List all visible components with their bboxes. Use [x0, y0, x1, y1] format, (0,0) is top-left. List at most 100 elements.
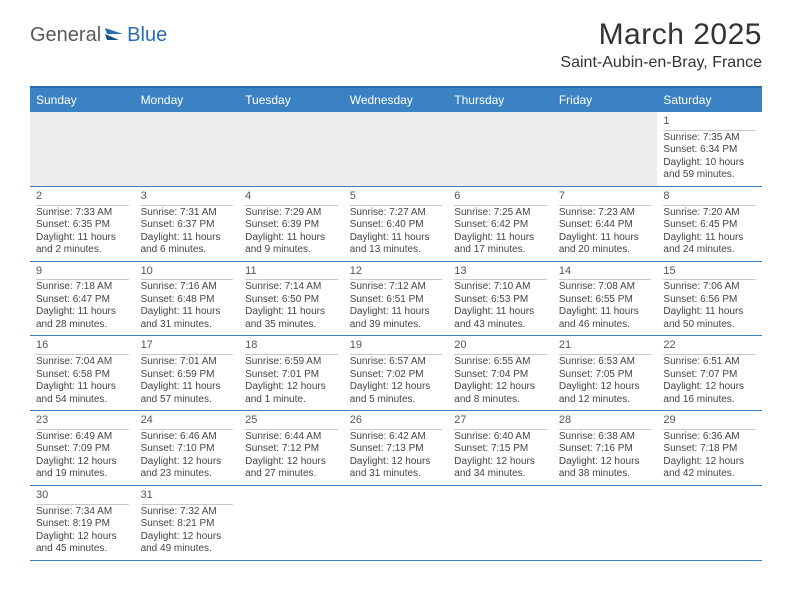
- day-cell: 20Sunrise: 6:55 AMSunset: 7:04 PMDayligh…: [448, 336, 553, 410]
- daylight-line: Daylight: 11 hours and 54 minutes.: [36, 381, 129, 406]
- sunrise-line: Sunrise: 7:33 AM: [36, 207, 129, 220]
- day-cell: 16Sunrise: 7:04 AMSunset: 6:58 PMDayligh…: [30, 336, 135, 410]
- day-cell: 15Sunrise: 7:06 AMSunset: 6:56 PMDayligh…: [657, 262, 762, 336]
- sunrise-line: Sunrise: 7:20 AM: [663, 207, 756, 220]
- sunrise-line: Sunrise: 7:34 AM: [36, 506, 129, 519]
- empty-cell: [553, 486, 658, 560]
- day-cell: 2Sunrise: 7:33 AMSunset: 6:35 PMDaylight…: [30, 187, 135, 261]
- empty-cell: [30, 112, 135, 186]
- day-cell: 21Sunrise: 6:53 AMSunset: 7:05 PMDayligh…: [553, 336, 658, 410]
- daylight-line: Daylight: 11 hours and 9 minutes.: [245, 232, 338, 257]
- empty-cell: [344, 112, 449, 186]
- daylight-line: Daylight: 10 hours and 59 minutes.: [663, 157, 756, 182]
- day-number: 5: [350, 190, 443, 206]
- weekday-label: Thursday: [448, 88, 553, 112]
- daylight-line: Daylight: 11 hours and 35 minutes.: [245, 306, 338, 331]
- sunset-line: Sunset: 6:37 PM: [141, 219, 234, 232]
- sunrise-line: Sunrise: 7:35 AM: [663, 132, 756, 145]
- day-number: 20: [454, 339, 547, 355]
- sunset-line: Sunset: 6:45 PM: [663, 219, 756, 232]
- day-number: 26: [350, 414, 443, 430]
- day-cell: 1Sunrise: 7:35 AMSunset: 6:34 PMDaylight…: [657, 112, 762, 186]
- daylight-line: Daylight: 12 hours and 12 minutes.: [559, 381, 652, 406]
- title-block: March 2025 Saint-Aubin-en-Bray, France: [560, 18, 762, 72]
- daylight-line: Daylight: 12 hours and 31 minutes.: [350, 456, 443, 481]
- sunset-line: Sunset: 6:55 PM: [559, 294, 652, 307]
- daylight-line: Daylight: 11 hours and 57 minutes.: [141, 381, 234, 406]
- sunset-line: Sunset: 7:07 PM: [663, 369, 756, 382]
- daylight-line: Daylight: 12 hours and 5 minutes.: [350, 381, 443, 406]
- day-cell: 3Sunrise: 7:31 AMSunset: 6:37 PMDaylight…: [135, 187, 240, 261]
- day-cell: 25Sunrise: 6:44 AMSunset: 7:12 PMDayligh…: [239, 411, 344, 485]
- day-cell: 5Sunrise: 7:27 AMSunset: 6:40 PMDaylight…: [344, 187, 449, 261]
- daylight-line: Daylight: 11 hours and 46 minutes.: [559, 306, 652, 331]
- day-number: 18: [245, 339, 338, 355]
- daylight-line: Daylight: 12 hours and 49 minutes.: [141, 531, 234, 556]
- day-cell: 18Sunrise: 6:59 AMSunset: 7:01 PMDayligh…: [239, 336, 344, 410]
- sunset-line: Sunset: 6:53 PM: [454, 294, 547, 307]
- calendar: SundayMondayTuesdayWednesdayThursdayFrid…: [30, 86, 762, 561]
- sunrise-line: Sunrise: 6:53 AM: [559, 356, 652, 369]
- weekday-label: Saturday: [657, 88, 762, 112]
- day-cell: 29Sunrise: 6:36 AMSunset: 7:18 PMDayligh…: [657, 411, 762, 485]
- sunset-line: Sunset: 7:18 PM: [663, 443, 756, 456]
- sunrise-line: Sunrise: 7:16 AM: [141, 281, 234, 294]
- week-row: 30Sunrise: 7:34 AMSunset: 8:19 PMDayligh…: [30, 486, 762, 561]
- weekday-label: Wednesday: [344, 88, 449, 112]
- sunrise-line: Sunrise: 6:59 AM: [245, 356, 338, 369]
- sunset-line: Sunset: 6:51 PM: [350, 294, 443, 307]
- location-text: Saint-Aubin-en-Bray, France: [560, 54, 762, 72]
- daylight-line: Daylight: 12 hours and 42 minutes.: [663, 456, 756, 481]
- sunset-line: Sunset: 6:35 PM: [36, 219, 129, 232]
- day-cell: 19Sunrise: 6:57 AMSunset: 7:02 PMDayligh…: [344, 336, 449, 410]
- day-cell: 8Sunrise: 7:20 AMSunset: 6:45 PMDaylight…: [657, 187, 762, 261]
- day-cell: 22Sunrise: 6:51 AMSunset: 7:07 PMDayligh…: [657, 336, 762, 410]
- day-number: 2: [36, 190, 129, 206]
- daylight-line: Daylight: 11 hours and 13 minutes.: [350, 232, 443, 257]
- day-number: 22: [663, 339, 756, 355]
- sunset-line: Sunset: 6:47 PM: [36, 294, 129, 307]
- sunrise-line: Sunrise: 7:06 AM: [663, 281, 756, 294]
- sunset-line: Sunset: 6:50 PM: [245, 294, 338, 307]
- day-number: 10: [141, 265, 234, 281]
- sunset-line: Sunset: 6:44 PM: [559, 219, 652, 232]
- sunset-line: Sunset: 7:13 PM: [350, 443, 443, 456]
- sunrise-line: Sunrise: 7:08 AM: [559, 281, 652, 294]
- empty-cell: [135, 112, 240, 186]
- sunset-line: Sunset: 8:19 PM: [36, 518, 129, 531]
- day-number: 28: [559, 414, 652, 430]
- sunrise-line: Sunrise: 6:55 AM: [454, 356, 547, 369]
- day-cell: 11Sunrise: 7:14 AMSunset: 6:50 PMDayligh…: [239, 262, 344, 336]
- sunset-line: Sunset: 6:40 PM: [350, 219, 443, 232]
- day-cell: 4Sunrise: 7:29 AMSunset: 6:39 PMDaylight…: [239, 187, 344, 261]
- logo-text-general: General: [30, 24, 101, 47]
- day-number: 17: [141, 339, 234, 355]
- sunrise-line: Sunrise: 7:25 AM: [454, 207, 547, 220]
- week-row: 2Sunrise: 7:33 AMSunset: 6:35 PM Daylight…: [30, 187, 762, 262]
- day-cell: 10Sunrise: 7:16 AMSunset: 6:48 PMDayligh…: [135, 262, 240, 336]
- sunrise-line: Sunrise: 7:10 AM: [454, 281, 547, 294]
- sunset-line: Sunset: 6:48 PM: [141, 294, 234, 307]
- daylight-line: Daylight: 12 hours and 23 minutes.: [141, 456, 234, 481]
- daylight-line: Daylight: 12 hours and 8 minutes.: [454, 381, 547, 406]
- sunrise-line: Sunrise: 6:51 AM: [663, 356, 756, 369]
- daylight-line: Daylight: 11 hours and 6 minutes.: [141, 232, 234, 257]
- sunrise-line: Sunrise: 7:27 AM: [350, 207, 443, 220]
- sunset-line: Sunset: 7:02 PM: [350, 369, 443, 382]
- weekday-header: SundayMondayTuesdayWednesdayThursdayFrid…: [30, 88, 762, 112]
- day-cell: 27Sunrise: 6:40 AMSunset: 7:15 PMDayligh…: [448, 411, 553, 485]
- sunset-line: Sunset: 7:15 PM: [454, 443, 547, 456]
- header: General Blue March 2025 Saint-Aubin-en-B…: [0, 0, 792, 80]
- sunrise-line: Sunrise: 7:32 AM: [141, 506, 234, 519]
- sunrise-line: Sunrise: 6:46 AM: [141, 431, 234, 444]
- empty-cell: [239, 486, 344, 560]
- sunset-line: Sunset: 7:10 PM: [141, 443, 234, 456]
- day-cell: 30Sunrise: 7:34 AMSunset: 8:19 PMDayligh…: [30, 486, 135, 560]
- sunset-line: Sunset: 6:34 PM: [663, 144, 756, 157]
- day-cell: 31Sunrise: 7:32 AMSunset: 8:21 PMDayligh…: [135, 486, 240, 560]
- logo-flag-icon: [105, 28, 125, 44]
- empty-cell: [657, 486, 762, 560]
- sunrise-line: Sunrise: 6:40 AM: [454, 431, 547, 444]
- day-number: 7: [559, 190, 652, 206]
- sunset-line: Sunset: 6:42 PM: [454, 219, 547, 232]
